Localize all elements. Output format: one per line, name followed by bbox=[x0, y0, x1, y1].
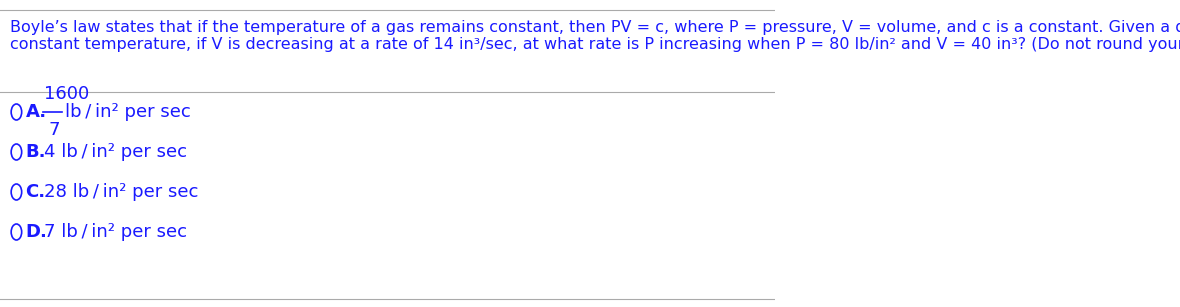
Text: Boyle’s law states that if the temperature of a gas remains constant, then PV = : Boyle’s law states that if the temperatu… bbox=[9, 20, 1180, 35]
Text: 4 lb / in² per sec: 4 lb / in² per sec bbox=[44, 143, 186, 161]
Text: 1600: 1600 bbox=[44, 85, 90, 103]
Text: 7: 7 bbox=[48, 121, 60, 139]
Text: B.: B. bbox=[26, 143, 46, 161]
Text: 7 lb / in² per sec: 7 lb / in² per sec bbox=[44, 223, 186, 241]
Text: D.: D. bbox=[26, 223, 47, 241]
Text: 28 lb / in² per sec: 28 lb / in² per sec bbox=[44, 183, 198, 201]
Text: lb / in² per sec: lb / in² per sec bbox=[65, 103, 191, 121]
Text: C.: C. bbox=[26, 183, 46, 201]
Text: constant temperature, if V is decreasing at a rate of 14 in³/sec, at what rate i: constant temperature, if V is decreasing… bbox=[9, 37, 1180, 52]
Text: A.: A. bbox=[26, 103, 47, 121]
